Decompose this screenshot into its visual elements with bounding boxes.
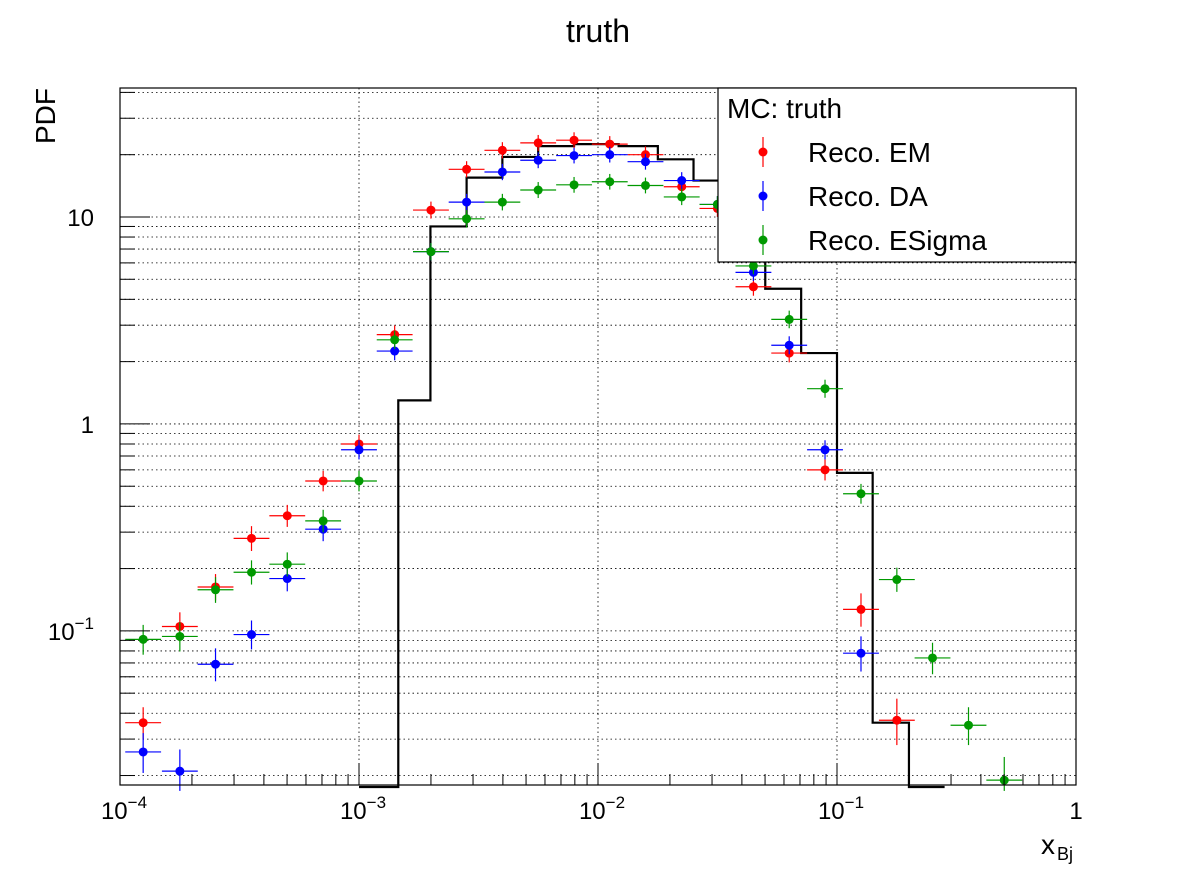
data-point xyxy=(784,314,794,324)
axis-ticks: 10−4 10−3 10−2 10−1 1 10−1 1 10 xyxy=(48,91,1083,825)
data-point xyxy=(497,197,507,207)
data-point xyxy=(354,445,364,455)
y-tick-label: 10−1 xyxy=(48,614,94,646)
data-point xyxy=(569,180,579,190)
x-axis-label: x Bj xyxy=(1041,829,1073,864)
data-point xyxy=(497,145,507,155)
data-point xyxy=(892,715,902,725)
legend-label: Reco. ESigma xyxy=(808,225,987,256)
data-point xyxy=(247,567,257,577)
x-tick-label: 10−3 xyxy=(340,793,386,825)
legend-box xyxy=(717,87,1077,263)
data-point xyxy=(533,155,543,165)
legend-label: Reco. EM xyxy=(808,137,931,168)
data-point xyxy=(282,574,292,584)
legend-entry: Reco. DA xyxy=(758,181,928,212)
x-tick-label: 1 xyxy=(1069,798,1082,825)
data-point xyxy=(175,766,185,776)
data-point xyxy=(748,282,758,292)
data-points xyxy=(125,132,1023,791)
data-point xyxy=(820,445,830,455)
legend-marker xyxy=(758,235,768,245)
data-point xyxy=(820,465,830,475)
data-point xyxy=(138,718,148,728)
data-point xyxy=(211,659,221,669)
data-point xyxy=(964,720,974,730)
data-point xyxy=(784,340,794,350)
data-point xyxy=(856,648,866,658)
data-point xyxy=(211,585,221,595)
data-point xyxy=(892,575,902,585)
data-point xyxy=(569,135,579,145)
data-point xyxy=(497,167,507,177)
data-point xyxy=(640,180,650,190)
data-point xyxy=(569,151,579,161)
x-tick-label: 10−1 xyxy=(818,793,864,825)
x-axis-label-sub: Bj xyxy=(1057,844,1073,864)
legend-marker xyxy=(758,191,768,201)
data-point xyxy=(533,138,543,148)
data-point xyxy=(318,516,328,526)
legend-label: Reco. DA xyxy=(808,181,928,212)
x-axis-label-main: x xyxy=(1041,829,1055,860)
data-point xyxy=(856,604,866,614)
data-point xyxy=(138,634,148,644)
chart-title: truth xyxy=(566,13,630,49)
data-point xyxy=(928,653,938,663)
data-point xyxy=(677,192,687,202)
legend-entry: Reco. EM xyxy=(758,137,931,168)
data-point xyxy=(605,177,615,187)
data-point xyxy=(282,559,292,569)
legend-marker xyxy=(758,147,768,157)
legend: MC: truth Reco. EM Reco. DA Reco. ESigma xyxy=(717,87,1077,263)
data-point xyxy=(856,489,866,499)
data-point xyxy=(175,631,185,641)
y-tick-label: 10 xyxy=(67,205,94,232)
data-point xyxy=(426,205,436,215)
data-point xyxy=(605,139,615,149)
data-point xyxy=(533,185,543,195)
data-point xyxy=(426,247,436,257)
data-point xyxy=(138,747,148,757)
data-point xyxy=(462,164,472,174)
data-point xyxy=(820,384,830,394)
y-tick-label: 1 xyxy=(81,412,94,439)
data-point xyxy=(318,476,328,486)
x-tick-label: 10−4 xyxy=(101,793,147,825)
data-point xyxy=(247,630,257,640)
data-point xyxy=(677,176,687,186)
data-point xyxy=(640,157,650,167)
y-axis-label: PDF xyxy=(30,88,61,144)
data-point xyxy=(390,346,400,356)
x-tick-label: 10−2 xyxy=(579,793,625,825)
legend-entry: Reco. ESigma xyxy=(758,225,987,256)
legend-header: MC: truth xyxy=(727,93,842,124)
data-point xyxy=(247,533,257,543)
data-point xyxy=(354,476,364,486)
data-point xyxy=(282,511,292,521)
data-point xyxy=(390,335,400,345)
data-point xyxy=(462,197,472,207)
data-point xyxy=(748,261,758,271)
data-point xyxy=(605,150,615,160)
data-point xyxy=(462,214,472,224)
